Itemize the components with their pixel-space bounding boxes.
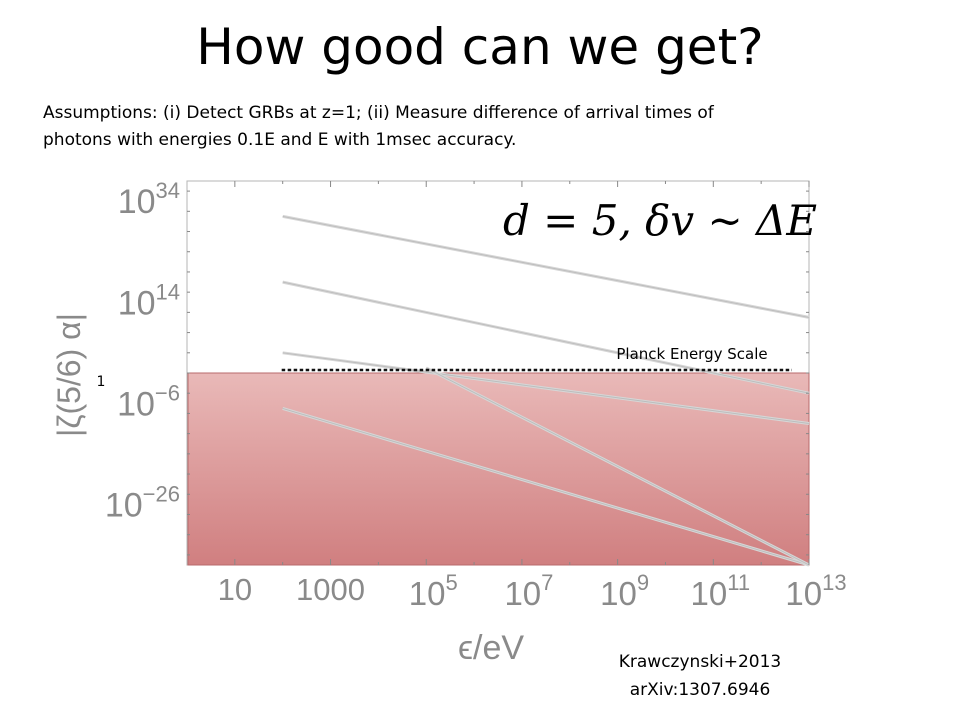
x-tick-label: 105 xyxy=(409,570,458,612)
x-tick-label: 1011 xyxy=(691,570,751,612)
model-annotation: d = 5, δv ~ ΔE xyxy=(503,196,817,245)
x-tick-label: 107 xyxy=(504,570,553,612)
x-tick-label: 109 xyxy=(600,570,649,612)
constraint-line-4 xyxy=(282,407,810,566)
assumptions-line-2: photons with energies 0.1E and E with 1m… xyxy=(43,130,517,150)
assumptions-text: Assumptions: (i) Detect GRBs at z=1; (ii… xyxy=(43,100,863,154)
constraint-line-3 xyxy=(282,352,810,424)
y-tick-label: 10−26 xyxy=(105,481,180,524)
y-tick-label: 1034 xyxy=(118,178,180,221)
planck-scale-label: Planck Energy Scale xyxy=(616,345,767,363)
x-tick-label: 1013 xyxy=(785,570,846,612)
y-tick-label: 10−6 xyxy=(117,380,180,423)
slide-title: How good can we get? xyxy=(196,18,764,76)
citation-line-2: arXiv:1307.6946 xyxy=(629,680,771,700)
constraint-line-2 xyxy=(282,281,810,394)
y-tick-label: 1014 xyxy=(118,279,180,322)
x-tick-label: 10 xyxy=(218,572,252,607)
citation-line-1: Krawczynski+2013 xyxy=(618,652,782,672)
constraint-line-5 xyxy=(425,367,810,566)
x-tick-label: 1000 xyxy=(296,572,365,607)
y-axis-label: |ζ(5/6) α| xyxy=(51,313,87,437)
citation: Krawczynski+2013 arXiv:1307.6946 xyxy=(600,648,800,704)
x-axis-label: ϵ/eV xyxy=(458,629,524,667)
constraint-line-1 xyxy=(282,215,810,318)
planck-value-label: 1 xyxy=(97,374,106,390)
assumptions-line-1: Assumptions: (i) Detect GRBs at z=1; (ii… xyxy=(43,103,714,123)
